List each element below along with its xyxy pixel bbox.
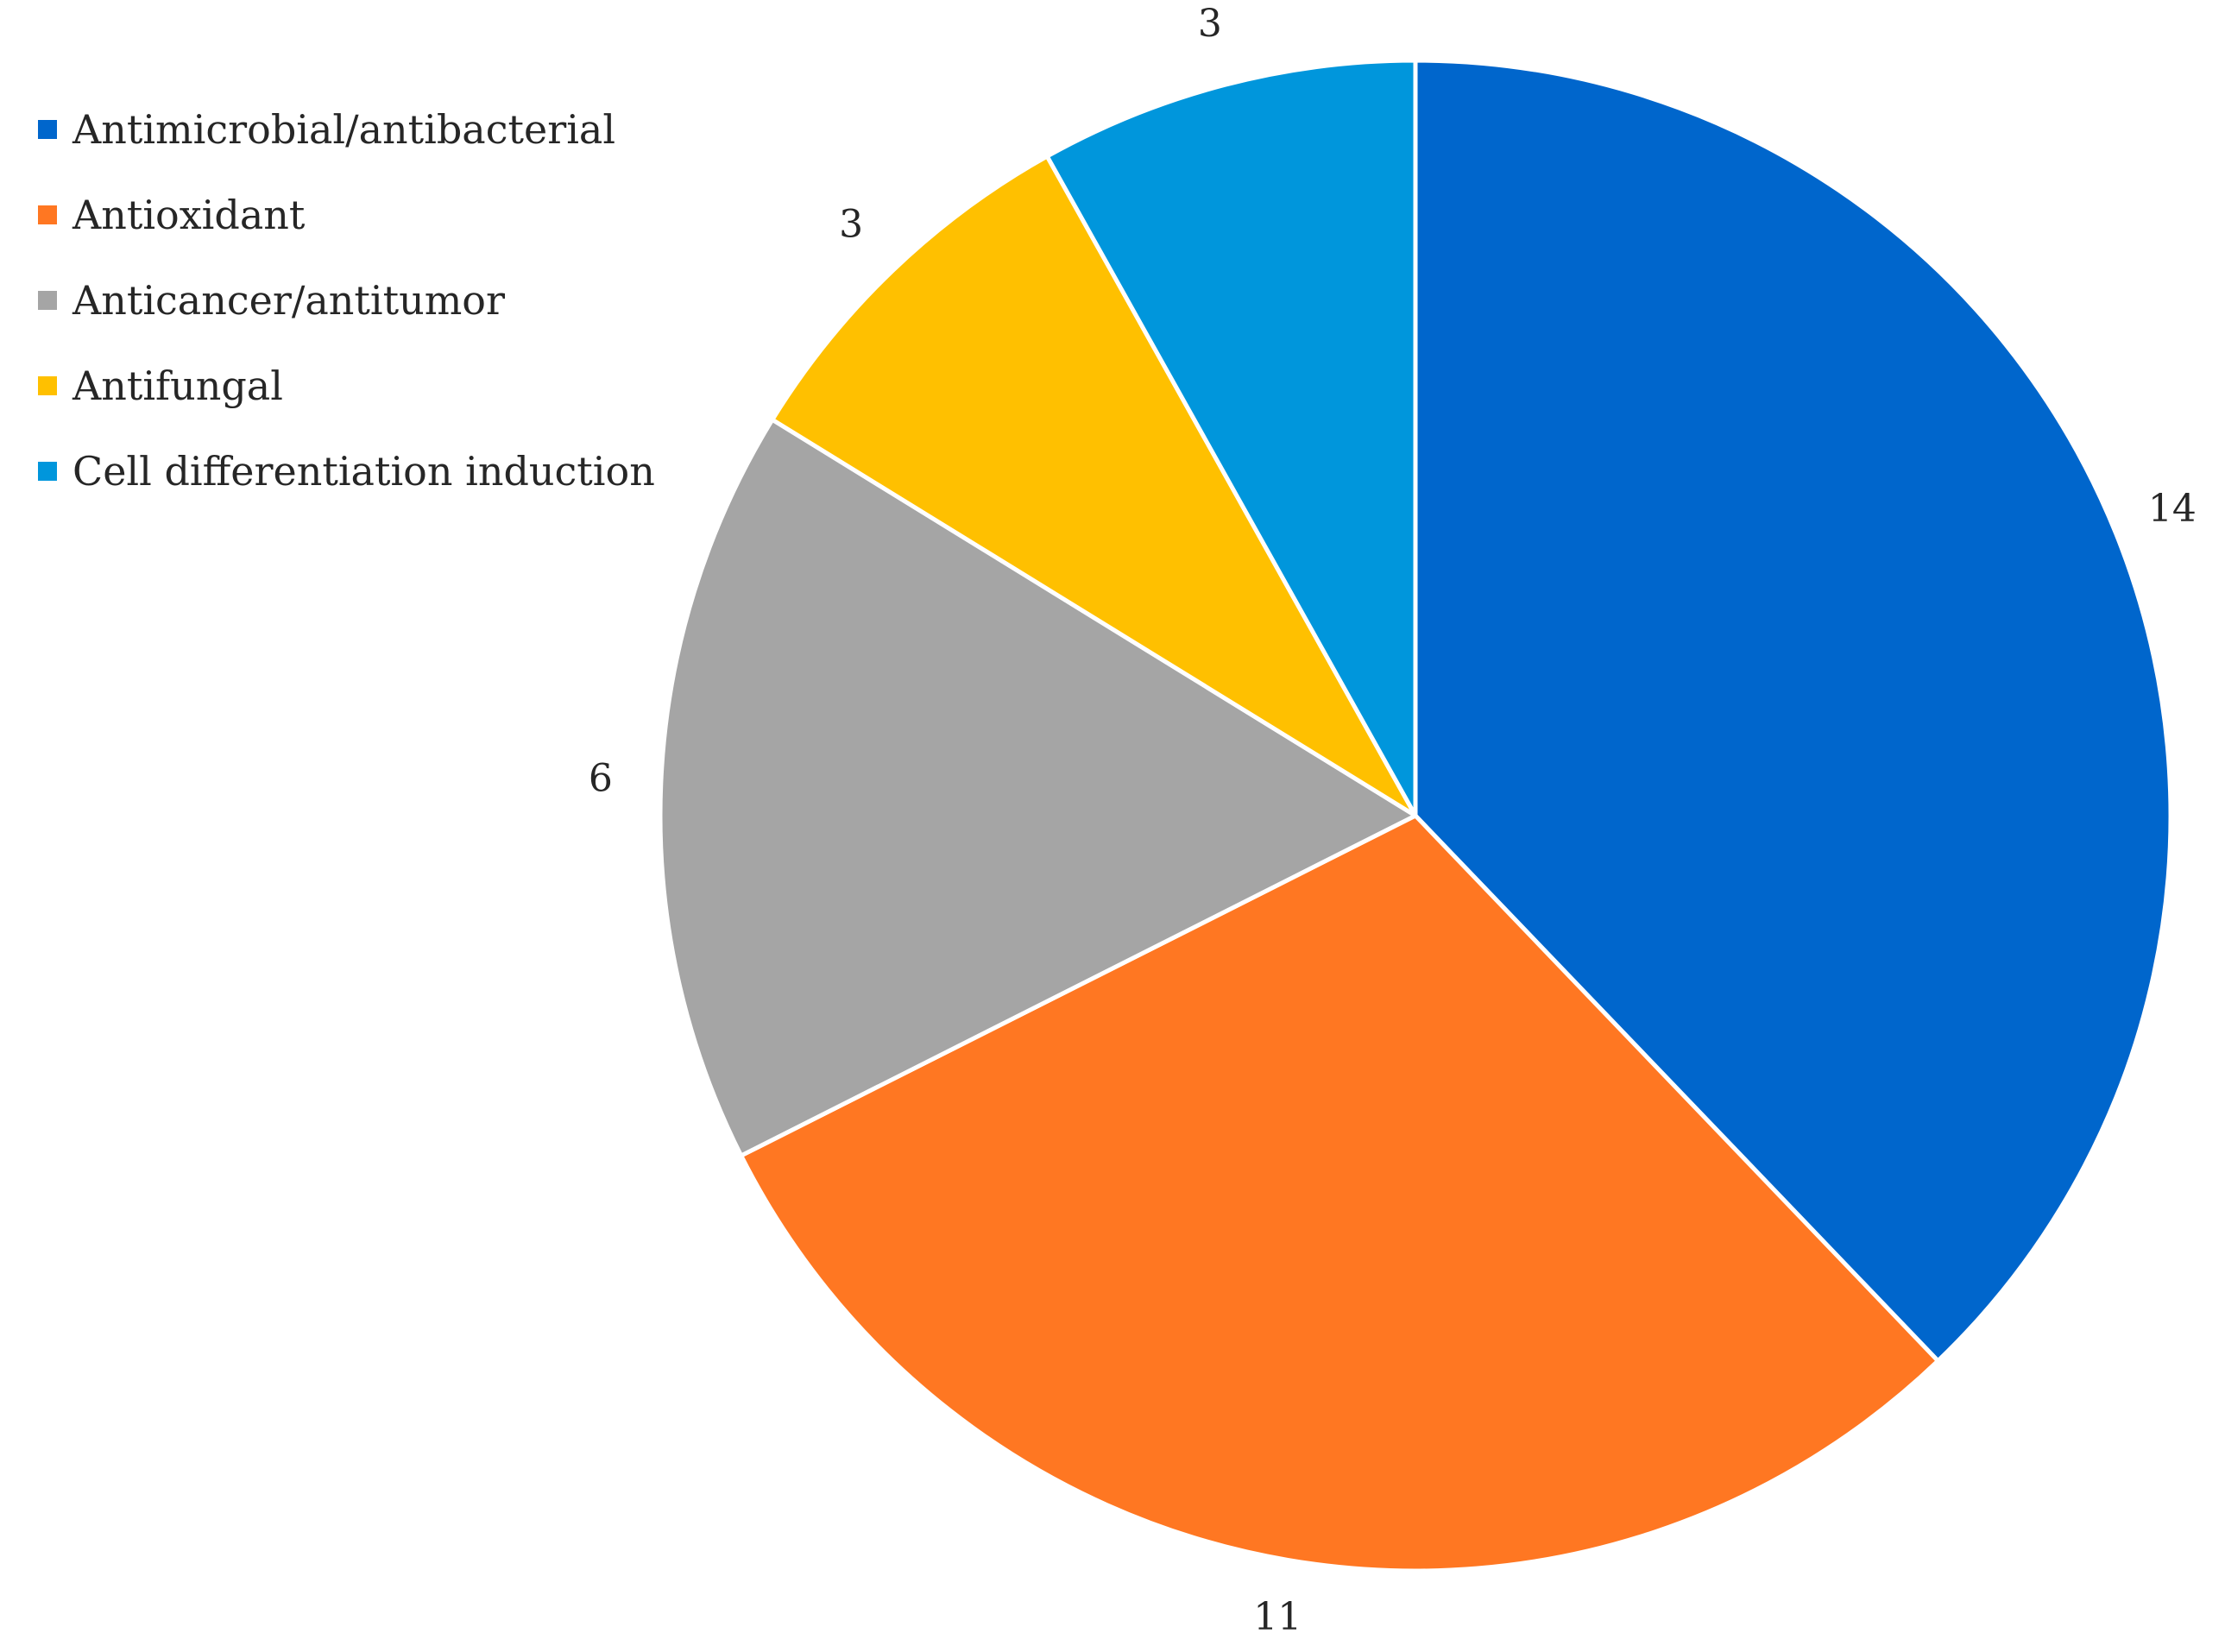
pie-slice-antioxidant: [739, 813, 1940, 1573]
pie-slice-anticancer: [658, 417, 1418, 1158]
legend-swatch: [38, 119, 57, 139]
legend-swatch: [38, 205, 57, 224]
legend-label: Antifungal: [72, 362, 283, 409]
pie-slices: [658, 58, 2173, 1573]
legend-item-antifungal: Antifungal: [38, 343, 655, 428]
pie-slice-cell-differentiation: [1044, 58, 1418, 818]
legend: Antimicrobial/antibacterial Antioxidant …: [38, 86, 655, 514]
legend-swatch: [38, 290, 57, 310]
value-label-cell-differentiation: 3: [1198, 2, 1222, 46]
legend-label: Antioxidant: [72, 191, 306, 238]
legend-label: Antimicrobial/antibacterial: [72, 105, 616, 153]
legend-label: Anticancer/antitumor: [72, 276, 505, 324]
legend-item-antimicrobial: Antimicrobial/antibacterial: [38, 86, 655, 172]
legend-swatch: [38, 461, 57, 481]
pie-slice-antimicrobial: [1413, 58, 2173, 1364]
legend-item-antioxidant: Antioxidant: [38, 172, 655, 257]
value-label-anticancer: 6: [589, 756, 613, 800]
value-labels: 14 11 6 3 3: [589, 2, 2197, 1639]
pie-slice-antifungal: [770, 154, 1418, 818]
legend-item-anticancer: Anticancer/antitumor: [38, 257, 655, 343]
value-label-antifungal: 3: [839, 202, 863, 246]
legend-label: Cell differentiation induction: [72, 447, 655, 495]
value-label-antioxidant: 11: [1253, 1595, 1302, 1639]
legend-item-cell-differentiation: Cell differentiation induction: [38, 428, 655, 514]
value-label-antimicrobial: 14: [2148, 487, 2197, 531]
legend-swatch: [38, 375, 57, 395]
